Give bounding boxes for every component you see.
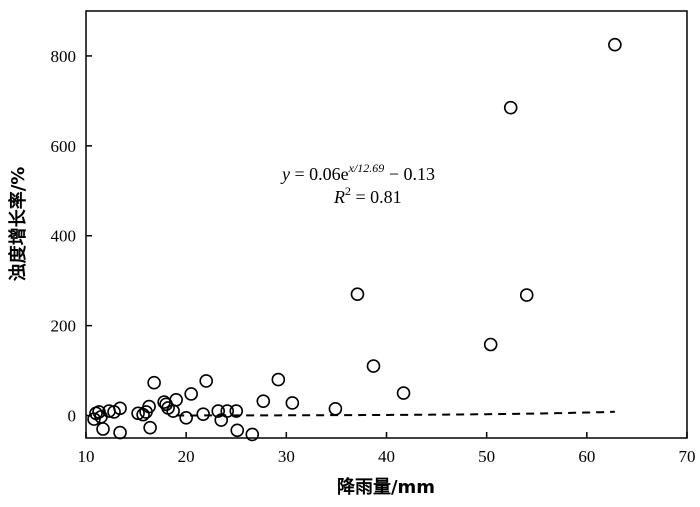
data-point [483, 337, 498, 352]
data-point [396, 386, 411, 400]
data-point [519, 288, 534, 302]
data-point [350, 287, 365, 301]
data-point [199, 374, 213, 388]
data-point [96, 422, 110, 436]
y-axis-title: 浊度增长率/% [7, 167, 29, 282]
x-tick-label: 60 [578, 447, 595, 466]
data-point [131, 406, 145, 421]
fit-equation: y = 0.06ex/12.69 − 0.13 [280, 161, 435, 184]
data-point [142, 399, 156, 414]
data-point [184, 387, 198, 401]
data-point [285, 396, 300, 410]
x-tick-label: 10 [78, 447, 95, 466]
data-point [608, 37, 622, 52]
data-point [179, 410, 193, 425]
y-tick-label: 600 [51, 137, 77, 156]
x-tick-label: 20 [178, 447, 195, 466]
data-point [113, 425, 127, 440]
x-tick-label: 50 [478, 447, 495, 466]
data-point [211, 404, 226, 418]
data-point [256, 394, 271, 408]
x-tick-label: 30 [278, 447, 295, 466]
data-point [113, 401, 127, 416]
plot-frame [85, 10, 688, 439]
data-point [503, 100, 518, 115]
y-tick-label: 400 [51, 227, 77, 246]
y-tick-label: 800 [51, 47, 77, 66]
data-point [328, 401, 343, 416]
r-squared: R2 = 0.81 [333, 184, 402, 207]
data-point [169, 392, 183, 407]
data-point [245, 427, 260, 442]
data-point [229, 404, 244, 418]
fit-curve [176, 410, 615, 417]
y-tick-label: 0 [68, 407, 77, 426]
data-points [87, 37, 622, 442]
x-tick-label: 40 [378, 447, 395, 466]
data-point [196, 407, 210, 421]
data-point [87, 412, 101, 426]
x-axis-title: 降雨量/mm [337, 476, 435, 498]
y-axis-ticks: 0 200 400 600 800 [51, 47, 92, 426]
data-point [143, 420, 157, 435]
data-point [230, 423, 245, 438]
x-tick-label: 70 [679, 447, 696, 466]
x-axis-ticks: 10 20 30 40 50 60 70 [78, 432, 696, 466]
y-tick-label: 200 [51, 317, 77, 336]
data-point [147, 375, 161, 390]
data-point [366, 359, 381, 373]
data-point [271, 372, 286, 387]
data-point [220, 404, 235, 418]
